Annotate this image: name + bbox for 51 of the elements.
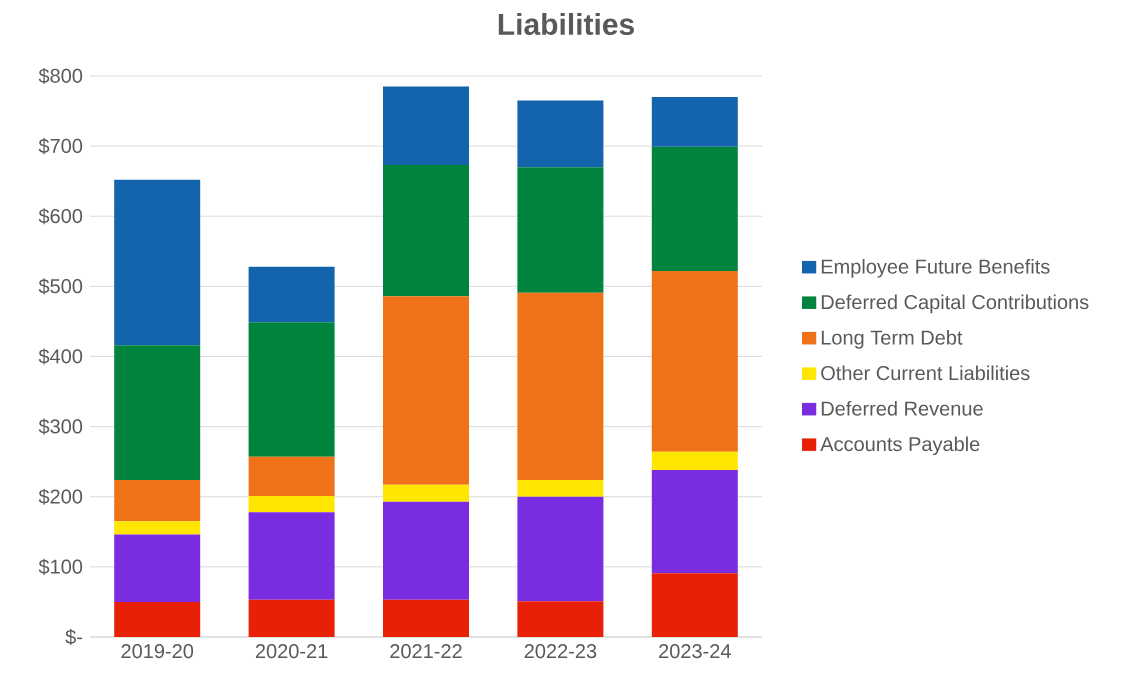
bar <box>248 456 335 497</box>
bar <box>383 501 469 600</box>
bar <box>651 451 738 471</box>
bar <box>651 97 738 147</box>
x-tick-label: 2023-24 <box>659 644 731 659</box>
y-tick-label: $300 <box>38 418 83 435</box>
x-tick-label: 2019-20 <box>121 644 194 659</box>
chart-title: Liabilities <box>498 12 634 35</box>
bar <box>114 479 201 522</box>
bar <box>651 146 738 271</box>
legend-label: Accounts Payable <box>820 436 980 456</box>
bar <box>383 86 469 166</box>
bar <box>383 484 469 502</box>
bar <box>248 322 335 457</box>
bar <box>383 599 469 637</box>
bar <box>517 292 604 480</box>
bar <box>651 270 738 452</box>
bar <box>248 512 335 600</box>
y-tick-label: $- <box>65 628 83 646</box>
legend-label: Employee Future Benefits <box>821 259 1050 278</box>
bar <box>517 601 604 637</box>
legend-label: Long Term Debt <box>821 330 963 349</box>
x-tick-label: 2022-23 <box>524 644 597 659</box>
y-tick-label: $200 <box>38 488 83 505</box>
bar <box>114 345 201 480</box>
y-tick-label: $700 <box>38 138 83 155</box>
bar <box>248 599 335 637</box>
bar <box>517 167 604 293</box>
legend-label: Deferred Revenue <box>821 400 983 416</box>
x-tick-label: 2020-21 <box>255 644 328 659</box>
bar <box>651 573 738 637</box>
bar <box>114 534 201 602</box>
bar <box>383 296 469 485</box>
bar <box>517 479 604 497</box>
legend-label: Other Current Liabilities <box>821 365 1030 381</box>
bar <box>114 521 201 535</box>
bar <box>114 179 201 346</box>
bar <box>651 470 738 574</box>
bar <box>248 266 335 323</box>
legend-label: Deferred Capital Contributions <box>821 294 1089 314</box>
x-tick-label: 2021-22 <box>390 644 462 659</box>
bar <box>114 601 201 637</box>
y-tick-label: $400 <box>38 348 83 365</box>
bar <box>248 496 335 513</box>
bar <box>517 100 604 168</box>
y-tick-label: $500 <box>38 278 83 295</box>
y-tick-label: $800 <box>38 67 83 85</box>
bar <box>383 165 469 297</box>
y-tick-label: $600 <box>38 208 83 225</box>
y-tick-label: $100 <box>38 558 83 575</box>
bar <box>517 496 604 602</box>
